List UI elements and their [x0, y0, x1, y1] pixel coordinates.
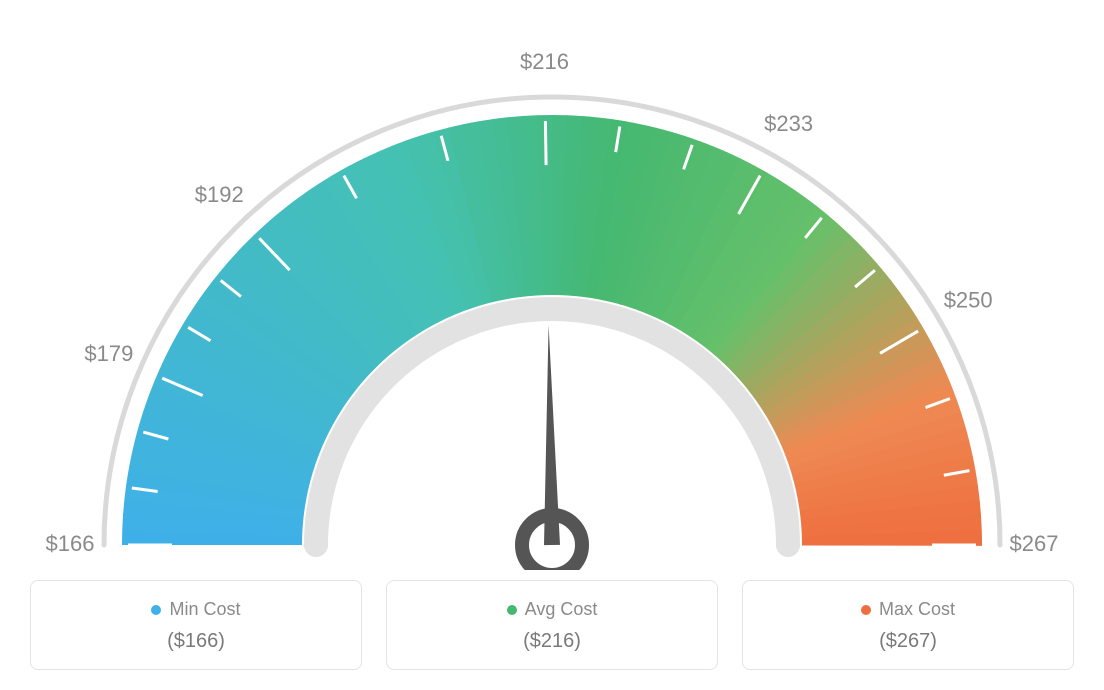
avg-cost-card: Avg Cost ($216): [386, 580, 718, 670]
avg-cost-label: Avg Cost: [525, 599, 598, 620]
gauge-chart: $166 $179 $192 $216 $233 $250 $267: [0, 0, 1104, 570]
avg-cost-value: ($216): [397, 630, 707, 653]
max-dot-icon: [861, 605, 871, 615]
avg-dot-icon: [507, 605, 517, 615]
min-cost-label: Min Cost: [169, 599, 240, 620]
svg-text:$179: $179: [84, 341, 133, 366]
min-dot-icon: [151, 605, 161, 615]
svg-text:$250: $250: [944, 288, 993, 313]
max-cost-value: ($267): [753, 630, 1063, 653]
max-cost-label: Max Cost: [879, 599, 955, 620]
legend-cards: Min Cost ($166) Avg Cost ($216) Max Cost…: [30, 580, 1074, 670]
svg-text:$267: $267: [1010, 531, 1059, 556]
svg-text:$233: $233: [764, 111, 813, 136]
svg-text:$166: $166: [46, 531, 95, 556]
max-cost-card: Max Cost ($267): [742, 580, 1074, 670]
min-cost-card: Min Cost ($166): [30, 580, 362, 670]
svg-text:$192: $192: [195, 182, 244, 207]
avg-cost-title: Avg Cost: [397, 599, 707, 620]
min-cost-value: ($166): [41, 630, 351, 653]
max-cost-title: Max Cost: [753, 599, 1063, 620]
min-cost-title: Min Cost: [41, 599, 351, 620]
svg-text:$216: $216: [520, 49, 569, 74]
